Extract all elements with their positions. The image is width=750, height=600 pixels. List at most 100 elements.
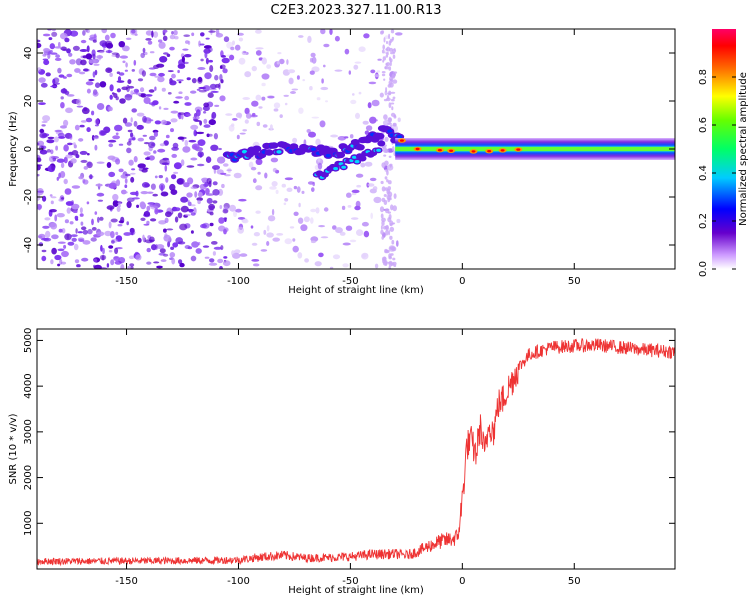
noise-speck (158, 252, 166, 256)
noise-speck (383, 194, 387, 197)
noise-speck (38, 77, 46, 83)
noise-speck (191, 241, 200, 248)
noise-speck (92, 91, 99, 97)
noise-speck (119, 98, 126, 104)
noise-speck (78, 138, 84, 142)
noise-speck (279, 58, 285, 65)
noise-speck (166, 53, 171, 58)
noise-speck (219, 74, 223, 81)
noise-speck (198, 40, 201, 47)
noise-speck (175, 237, 183, 245)
noise-speck (381, 73, 386, 77)
x-tick-label: 50 (568, 576, 581, 587)
noise-speck (230, 46, 235, 51)
noise-speck (79, 150, 88, 155)
noise-speck (96, 161, 105, 164)
noise-speck (393, 115, 397, 119)
noise-speck (392, 54, 396, 59)
noise-speck (218, 217, 225, 224)
noise-speck (393, 71, 398, 74)
noise-speck (232, 40, 235, 46)
ridge-blob (377, 140, 386, 147)
noise-speck (93, 264, 96, 268)
noise-speck (99, 81, 107, 88)
noise-speck (392, 205, 398, 212)
noise-speck (238, 37, 244, 42)
noise-speck (369, 177, 377, 182)
noise-speck (261, 82, 266, 87)
noise-speck (151, 30, 154, 38)
noise-speck (138, 92, 142, 96)
noise-speck (37, 67, 42, 72)
noise-speck (58, 74, 65, 78)
noise-speck (136, 112, 145, 117)
noise-speck (37, 203, 43, 210)
noise-speck (231, 250, 235, 256)
noise-speck (181, 56, 185, 63)
noise-speck (198, 86, 207, 90)
noise-speck (339, 231, 346, 236)
noise-speck (267, 215, 276, 222)
noise-speck (95, 183, 103, 187)
noise-speck (41, 249, 47, 253)
noise-speck (203, 124, 211, 128)
noise-speck (58, 172, 61, 179)
noise-speck (388, 56, 392, 61)
noise-speck (119, 55, 128, 59)
noise-speck (261, 57, 267, 65)
ridge-core (310, 147, 317, 151)
noise-speck (318, 225, 326, 228)
noise-speck (371, 99, 380, 107)
noise-speck (392, 257, 396, 261)
noise-speck (213, 246, 222, 250)
noise-speck (355, 173, 364, 178)
noise-speck (100, 130, 107, 136)
noise-speck (321, 78, 324, 84)
noise-speck (165, 134, 170, 139)
noise-speck (235, 208, 242, 213)
noise-speck (223, 217, 228, 220)
noise-speck (298, 107, 304, 114)
noise-speck (50, 52, 58, 55)
noise-speck (193, 118, 198, 122)
noise-speck (110, 32, 116, 39)
noise-speck (140, 217, 146, 221)
noise-speck (66, 73, 73, 78)
noise-speck (323, 64, 326, 68)
noise-speck (59, 171, 66, 178)
noise-speck (284, 102, 288, 106)
noise-speck (69, 221, 74, 225)
noise-speck (117, 76, 122, 82)
noise-speck (266, 232, 274, 238)
noise-speck (89, 34, 97, 39)
noise-speck (46, 149, 51, 153)
noise-speck (85, 53, 93, 60)
noise-speck (178, 259, 183, 265)
noise-speck (131, 137, 136, 141)
noise-speck (137, 163, 146, 169)
noise-speck (130, 176, 135, 183)
noise-speck (45, 72, 51, 77)
noise-speck (137, 237, 142, 243)
noise-speck (382, 147, 388, 153)
noise-speck (49, 209, 57, 213)
noise-speck (176, 178, 185, 185)
noise-speck (223, 36, 230, 43)
noise-speck (190, 124, 199, 130)
noise-speck (244, 119, 249, 124)
noise-speck (367, 183, 375, 187)
noise-speck (284, 198, 289, 202)
noise-speck (266, 225, 270, 232)
noise-speck (42, 225, 50, 229)
noise-speck (236, 134, 240, 140)
noise-speck (354, 205, 361, 211)
noise-speck (136, 204, 140, 208)
noise-speck (356, 184, 362, 188)
noise-speck (76, 105, 84, 108)
noise-speck (37, 39, 41, 43)
noise-speck (94, 211, 98, 215)
noise-speck (379, 92, 384, 98)
noise-speck (57, 263, 61, 267)
noise-speck (393, 193, 397, 199)
